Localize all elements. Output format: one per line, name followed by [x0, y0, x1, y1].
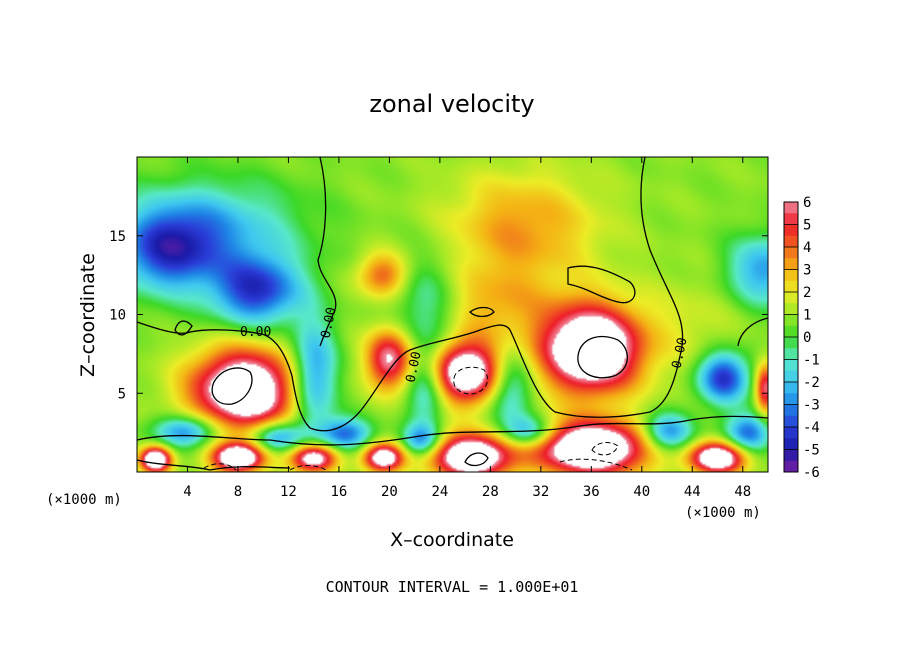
x-tick-label: 20 [381, 484, 398, 500]
zero-contour-line [567, 265, 636, 304]
x-tick-label: 36 [583, 484, 600, 500]
negative-contour-line [453, 366, 488, 395]
colorbar-tick-label: -2 [803, 375, 820, 391]
colorbar-swatch [784, 393, 798, 405]
x-axis-label: X–coordinate [390, 529, 514, 551]
colorbar-tick-label: 3 [803, 263, 811, 279]
contour-line [464, 452, 489, 467]
x-tick-label: 24 [431, 484, 448, 500]
colorbar-swatch [784, 460, 798, 473]
x-tick-label: 28 [482, 484, 499, 500]
negative-contour-line [591, 442, 619, 456]
negative-contour-line [289, 465, 327, 471]
colorbar-tick-label: -4 [803, 420, 820, 436]
colorbar-swatch [784, 382, 798, 394]
x-tick-label: 4 [183, 484, 191, 500]
colorbar-swatch [784, 427, 798, 439]
y-axis-label: Z–coordinate [77, 253, 99, 377]
contour-overlay: 0.00 0.00 0.00 0.00 [136, 156, 769, 471]
zero-contour-line [737, 317, 769, 347]
colorbar-tick-label: -1 [803, 353, 820, 369]
colorbar-swatch [784, 213, 798, 225]
colorbar-tick-label: -6 [803, 465, 820, 481]
colorbar-swatch [784, 438, 798, 450]
colorbar-swatch [784, 303, 798, 315]
contour-interval-note: CONTOUR INTERVAL = 1.000E+01 [326, 578, 579, 596]
colorbar-swatch [784, 292, 798, 304]
colorbar-tick-label: 5 [803, 218, 811, 234]
x-unit-label-right: (×1000 m) [685, 505, 761, 521]
colorbar-tick-label: 1 [803, 308, 811, 324]
zero-contour-line [136, 415, 769, 446]
zero-contour-line [469, 306, 495, 318]
colorbar-swatch [784, 337, 798, 349]
contour-label: 0.00 [318, 306, 339, 340]
colorbar-swatch [784, 202, 798, 214]
colorbar-swatch [784, 224, 798, 237]
colorbar-tick-label: 6 [803, 195, 811, 211]
colorbar-tick-label: 4 [803, 240, 811, 256]
colorbar-swatch [784, 280, 798, 293]
x-axis: 4 8 12 16 20 24 28 32 36 40 44 48 [183, 157, 751, 500]
colorbar-swatch [784, 348, 798, 360]
contour-label: 0.00 [240, 325, 271, 340]
colorbar-tick-label: -3 [803, 398, 820, 414]
colorbar-swatch [784, 314, 798, 327]
colorbar-tick-label: -5 [803, 443, 820, 459]
contour-line [577, 335, 628, 379]
colorbar-tick-label: 0 [803, 330, 811, 346]
colorbar-swatch [784, 359, 798, 372]
contour-line [211, 367, 253, 405]
x-tick-label: 44 [684, 484, 701, 500]
zero-contour-line [136, 156, 684, 432]
chart-title: zonal velocity [369, 90, 534, 118]
colorbar-swatch [784, 370, 798, 383]
negative-contour-line [559, 458, 633, 471]
contour-label: 0.00 [403, 350, 424, 384]
colorbar-swatch [784, 325, 798, 338]
x-tick-label: 16 [330, 484, 347, 500]
zero-contour-line [136, 459, 291, 471]
x-tick-label: 48 [734, 484, 751, 500]
x-tick-label: 40 [633, 484, 650, 500]
x-tick-label: 12 [280, 484, 297, 500]
x-unit-label: (×1000 m) [46, 492, 122, 508]
zero-contour-line [174, 320, 193, 336]
colorbar: 6 5 4 3 2 1 0 -1 -2 -3 -4 -5 -6 [783, 195, 820, 481]
y-tick-label: 10 [109, 308, 126, 324]
y-tick-label: 5 [118, 386, 126, 402]
colorbar-swatch [784, 415, 798, 428]
colorbar-swatch [784, 449, 798, 462]
y-tick-label: 15 [109, 229, 126, 245]
colorbar-tick-label: 2 [803, 285, 811, 301]
negative-contour-line [203, 463, 237, 471]
colorbar-swatch [784, 235, 798, 248]
x-tick-label: 32 [532, 484, 549, 500]
x-tick-label: 8 [234, 484, 242, 500]
colorbar-swatch [784, 269, 798, 282]
zero-contour-line [317, 156, 337, 347]
colorbar-swatch [784, 404, 798, 417]
y-axis: 5 10 15 [109, 229, 768, 402]
contour-label: 0.00 [669, 336, 690, 370]
colorbar-swatch [784, 258, 798, 270]
heatmap-field [137, 157, 768, 472]
colorbar-swatch [784, 247, 798, 259]
